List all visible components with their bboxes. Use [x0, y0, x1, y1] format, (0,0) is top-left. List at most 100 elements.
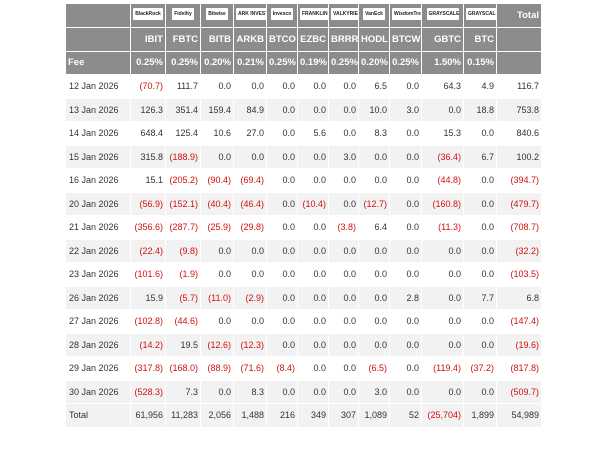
flow-value: 0.0 [421, 332, 464, 357]
total-value: 307 [328, 403, 359, 428]
fee-label: Fee [65, 50, 131, 75]
ticker: GBTC [421, 27, 464, 52]
flow-value: 126.3 [130, 97, 166, 122]
flow-value: 15.3 [421, 121, 464, 146]
ticker: BITB [200, 27, 234, 52]
flow-value: 0.0 [266, 238, 298, 263]
flow-value: (44.6) [165, 309, 201, 334]
flow-value: (40.4) [200, 191, 234, 216]
flow-value: 6.7 [463, 144, 497, 169]
fee: 0.25% [165, 50, 201, 75]
flow-value: (71.6) [233, 356, 267, 381]
flow-value: (287.7) [165, 215, 201, 240]
fee: 0.21% [233, 50, 267, 75]
flow-value: (147.4) [496, 309, 542, 334]
flow-value: (3.8) [328, 215, 359, 240]
flow-value: (102.8) [130, 309, 166, 334]
flow-value: (103.5) [496, 262, 542, 287]
flow-value: (119.4) [421, 356, 464, 381]
logo: FRANKLIN TEMPLETON [300, 8, 328, 20]
flow-value: 0.0 [200, 379, 234, 404]
flow-value: 8.3 [233, 379, 267, 404]
flow-value: 0.0 [463, 238, 497, 263]
flow-value: 0.0 [463, 168, 497, 193]
flow-value: (12.6) [200, 332, 234, 357]
fee: 0.25% [266, 50, 298, 75]
flow-value: (394.7) [496, 168, 542, 193]
flow-value: 0.0 [358, 168, 390, 193]
ticker: BTCO [266, 27, 298, 52]
flow-value: (152.1) [165, 191, 201, 216]
logo-cell: VanEck [358, 3, 390, 28]
flow-value: (8.4) [266, 356, 298, 381]
flow-value: 0.0 [328, 332, 359, 357]
flow-value: 0.0 [358, 309, 390, 334]
flow-value: 0.0 [266, 215, 298, 240]
data-row: 22 Jan 2026 (22.4) (9.8) 0.0 0.0 0.0 0.0 0.0 0.0… [65, 238, 542, 263]
flow-value: 0.0 [266, 332, 298, 357]
flow-value: 19.5 [165, 332, 201, 357]
flow-value: 0.0 [389, 332, 422, 357]
flow-value: (90.4) [200, 168, 234, 193]
flow-value: 0.0 [421, 285, 464, 310]
logo: WisdomTree [392, 8, 421, 20]
flow-value: 6.5 [358, 74, 390, 99]
flow-value: (11.0) [200, 285, 234, 310]
logo: ARK INVEST [236, 8, 266, 20]
flow-value: 315.8 [130, 144, 166, 169]
flow-value: 0.0 [297, 379, 329, 404]
flow-value: (22.4) [130, 238, 166, 263]
date: 14 Jan 2026 [65, 121, 131, 146]
data-row: 29 Jan 2026 (317.8) (168.0) (88.9) (71.6) (8.… [65, 356, 542, 381]
flow-value: 125.4 [165, 121, 201, 146]
flow-value: 0.0 [266, 144, 298, 169]
flow-value: (29.8) [233, 215, 267, 240]
logo: VALKYRIE [331, 8, 358, 20]
logo: GRAYSCALE [426, 8, 459, 20]
total-value: 2,056 [200, 403, 234, 428]
total-value: 216 [266, 403, 298, 428]
flow-value: 0.0 [297, 262, 329, 287]
total-value: 52 [389, 403, 422, 428]
flow-value: 0.0 [297, 238, 329, 263]
flow-value: 0.0 [297, 168, 329, 193]
ticker: EZBC [297, 27, 329, 52]
flow-value: 0.0 [421, 238, 464, 263]
fee: 0.25% [389, 50, 422, 75]
total-value: 1,488 [233, 403, 267, 428]
flow-value: 0.0 [328, 356, 359, 381]
flow-value: 0.0 [463, 121, 497, 146]
flow-value: 0.0 [328, 74, 359, 99]
logo-row: BlackRock Fidelity Bitwise ARK INVEST Invesc… [65, 3, 542, 28]
date: 15 Jan 2026 [65, 144, 131, 169]
flow-value: (12.7) [358, 191, 390, 216]
flow-value: (5.7) [165, 285, 201, 310]
flow-value: 5.6 [297, 121, 329, 146]
logo: Invesco [270, 8, 294, 20]
fee: 0.20% [358, 50, 390, 75]
flow-value: 0.0 [421, 309, 464, 334]
flow-value: (101.6) [130, 262, 166, 287]
data-row: 23 Jan 2026 (101.6) (1.9) 0.0 0.0 0.0 0.0 0.0 0.… [65, 262, 542, 287]
flow-value: 0.0 [421, 379, 464, 404]
flow-value: 0.0 [233, 238, 267, 263]
flow-value: 0.0 [358, 238, 390, 263]
flow-value: 0.0 [389, 379, 422, 404]
logo: Bitwise [206, 8, 228, 20]
flow-value: 0.0 [297, 144, 329, 169]
flow-value: 7.3 [165, 379, 201, 404]
flow-value: 0.0 [328, 238, 359, 263]
flow-value: (25.9) [200, 215, 234, 240]
flow-value: (479.7) [496, 191, 542, 216]
flow-value: 753.8 [496, 97, 542, 122]
flow-value: (1.9) [165, 262, 201, 287]
flow-value: 0.0 [266, 191, 298, 216]
flow-value: 0.0 [297, 356, 329, 381]
date: 26 Jan 2026 [65, 285, 131, 310]
flow-value: 0.0 [266, 168, 298, 193]
flow-value: (12.3) [233, 332, 267, 357]
flow-value: (14.2) [130, 332, 166, 357]
flow-value: (817.8) [496, 356, 542, 381]
flow-value: 0.0 [328, 168, 359, 193]
flow-value: 0.0 [463, 309, 497, 334]
